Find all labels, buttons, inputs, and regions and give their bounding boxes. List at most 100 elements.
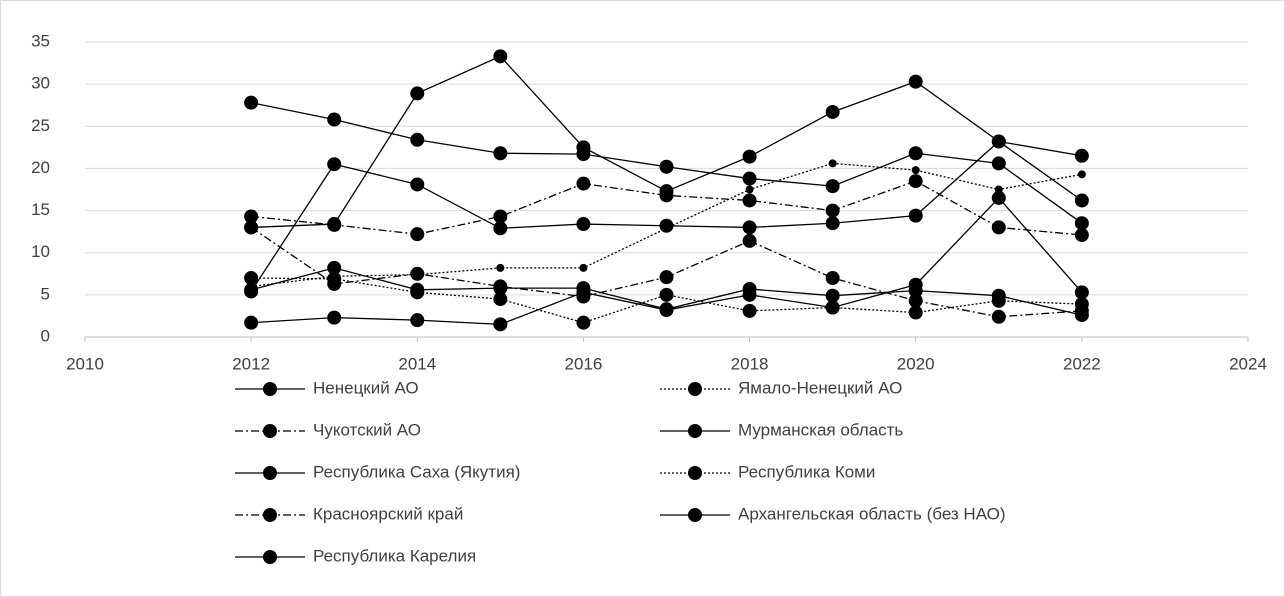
x-tick-label: 2014 [398, 354, 436, 373]
point [908, 74, 923, 89]
point [659, 287, 674, 302]
y-tick-label: 35 [31, 31, 50, 50]
legend-marker [263, 508, 277, 522]
point [742, 233, 757, 248]
point [493, 49, 508, 64]
point [742, 193, 757, 208]
y-tick-label: 15 [31, 200, 50, 219]
point [244, 209, 259, 224]
point [742, 220, 757, 235]
point [659, 270, 674, 285]
point [327, 112, 342, 127]
point [576, 285, 591, 300]
point [991, 309, 1006, 324]
point [745, 185, 754, 194]
legend-marker [688, 508, 702, 522]
point [908, 174, 923, 189]
point [659, 159, 674, 174]
point [493, 221, 508, 236]
point [825, 300, 840, 315]
point [908, 208, 923, 223]
point [579, 263, 588, 272]
point [825, 271, 840, 285]
point [742, 149, 757, 164]
point [1074, 228, 1089, 243]
point [659, 188, 674, 203]
legend-marker [688, 466, 702, 480]
point [244, 95, 259, 110]
point [576, 176, 591, 191]
point [244, 271, 259, 285]
x-tick-label: 2018 [731, 354, 769, 373]
legend-label: Мурманская область [738, 420, 903, 439]
point [908, 293, 923, 308]
point [244, 220, 259, 235]
legend-marker [688, 382, 702, 396]
point [410, 132, 425, 147]
legend-label: Республика Коми [738, 462, 875, 481]
x-tick-label: 2024 [1229, 354, 1267, 373]
point [327, 260, 342, 275]
y-tick-label: 25 [31, 116, 50, 135]
point [576, 217, 591, 232]
series-line [251, 180, 1082, 236]
point [410, 227, 425, 242]
point [413, 270, 422, 279]
point [991, 134, 1006, 149]
y-tick-label: 20 [31, 158, 50, 177]
point [410, 313, 425, 328]
point [1074, 308, 1089, 323]
x-tick-label: 2010 [66, 354, 104, 373]
point [410, 86, 425, 101]
point [828, 159, 837, 168]
point [991, 156, 1006, 171]
point [244, 315, 259, 330]
y-tick-label: 0 [41, 326, 50, 345]
point [994, 185, 1003, 194]
legend-label: Ямало-Ненецкий АО [738, 378, 902, 397]
point [493, 209, 508, 224]
legend-marker [263, 424, 277, 438]
point [659, 218, 674, 233]
point [327, 310, 342, 325]
point [825, 203, 840, 218]
y-tick-label: 5 [41, 284, 50, 303]
point [493, 146, 508, 161]
point [330, 272, 339, 281]
point [742, 287, 757, 302]
point [991, 190, 1006, 205]
point [327, 157, 342, 172]
legend-marker [263, 382, 277, 396]
legend-marker [688, 424, 702, 438]
point [825, 216, 840, 231]
point [1074, 285, 1089, 300]
x-tick-label: 2020 [897, 354, 935, 373]
point [659, 303, 674, 318]
y-tick-label: 30 [31, 74, 50, 93]
y-tick-label: 10 [31, 242, 50, 261]
point [496, 263, 505, 272]
legend-marker [263, 466, 277, 480]
legend-label: Ненецкий АО [313, 378, 419, 397]
legend-label: Чукотский АО [313, 420, 421, 439]
x-tick-label: 2022 [1063, 354, 1101, 373]
x-tick-label: 2012 [232, 354, 270, 373]
point [908, 146, 923, 161]
x-tick-label: 2016 [565, 354, 603, 373]
point [410, 282, 425, 297]
point [493, 292, 508, 307]
point [908, 305, 923, 320]
point [1074, 148, 1089, 163]
legend-label: Архангельская область (без НАО) [738, 504, 1006, 523]
legend-marker [263, 550, 277, 564]
point [742, 171, 757, 186]
legend-label: Республика Карелия [313, 546, 476, 565]
point [825, 288, 840, 303]
point [908, 277, 923, 292]
point [410, 177, 425, 192]
point [576, 147, 591, 162]
point [1074, 193, 1089, 208]
legend-label: Красноярский край [313, 504, 463, 523]
